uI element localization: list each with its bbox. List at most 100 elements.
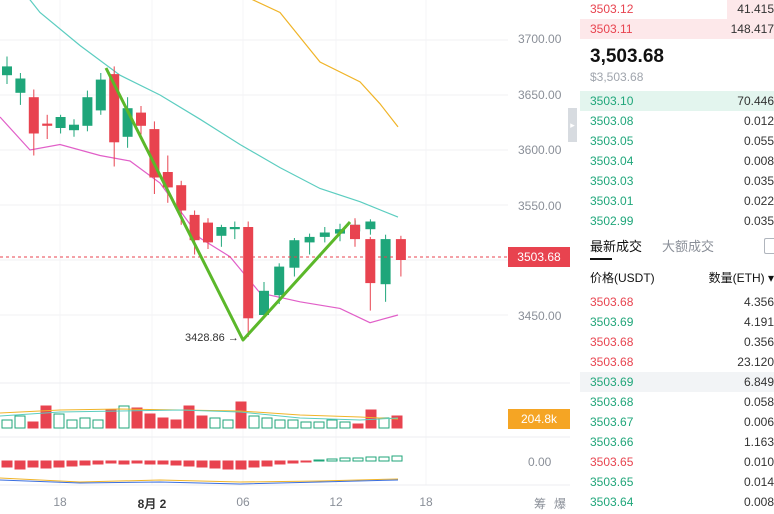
trade-row[interactable]: 3503.69 4.191 <box>580 312 774 332</box>
volume-bar <box>300 421 312 429</box>
candle-body <box>2 66 12 76</box>
candle-body <box>365 221 376 230</box>
price-tick: 3650.00 <box>518 88 562 102</box>
row-price: 3503.66 <box>590 435 634 449</box>
volume-bar <box>326 419 338 429</box>
tab-latest-trades[interactable]: 最新成交 <box>590 239 643 254</box>
volume-bar <box>391 415 403 429</box>
liquidation-icon[interactable]: 爆 <box>554 497 567 511</box>
macd-zero-label: 0.00 <box>528 455 552 469</box>
row-qty: 0.035 <box>743 174 774 188</box>
macd-bar <box>235 460 247 470</box>
depth-bar <box>580 19 774 39</box>
drawn-trendline <box>104 67 352 342</box>
row-qty: 0.356 <box>743 335 774 349</box>
row-price: 3503.69 <box>590 375 634 389</box>
candlestick-chart[interactable] <box>0 0 570 514</box>
bid-row[interactable]: 3503.10 70.446 <box>580 91 774 111</box>
trade-row[interactable]: 3503.68 0.356 <box>580 332 774 352</box>
volume-bar <box>339 421 351 429</box>
trade-row[interactable]: 3503.66 1.163 <box>580 432 774 452</box>
time-tick: 06 <box>236 495 250 509</box>
volume-bar <box>53 413 65 429</box>
price-tick: 3450.00 <box>518 309 562 323</box>
bid-row[interactable]: 3503.04 0.008 <box>580 151 774 171</box>
trade-row[interactable]: 3503.64 0.008 <box>580 492 774 512</box>
row-price: 3503.04 <box>590 154 634 168</box>
candle-body <box>149 129 160 178</box>
trade-row[interactable]: 3503.65 0.010 <box>580 452 774 472</box>
row-qty: 148.417 <box>730 22 774 36</box>
macd-bar <box>92 460 104 465</box>
candle-body <box>122 108 133 137</box>
trade-row[interactable]: 3503.69 6.849 <box>580 372 774 392</box>
macd-bar <box>248 460 260 468</box>
row-qty: 0.010 <box>743 455 774 469</box>
trade-row[interactable]: 3503.68 0.058 <box>580 392 774 412</box>
macd-bar <box>391 455 403 462</box>
volume-bar <box>27 421 39 429</box>
trade-row[interactable]: 3503.67 0.006 <box>580 412 774 432</box>
row-price: 3503.12 <box>590 2 634 16</box>
bid-row[interactable]: 3503.01 0.022 <box>580 191 774 211</box>
ma-line-pink <box>0 116 399 324</box>
more-tabs-button[interactable] <box>764 238 774 254</box>
trade-row[interactable]: 3503.65 0.014 <box>580 472 774 492</box>
macd-bar <box>157 460 169 465</box>
volume-bar <box>105 409 117 429</box>
candle-body <box>365 239 376 284</box>
candle-body <box>274 266 285 296</box>
candle-body <box>95 79 106 111</box>
macd-bar <box>1 460 13 468</box>
volume-bar <box>118 405 130 429</box>
volume-bar <box>313 421 325 429</box>
price-chart-panel[interactable]: 3700.00 3650.00 3600.00 3550.00 3450.00 … <box>0 0 570 514</box>
volume-bar <box>79 417 91 429</box>
column-qty-label: 数量(ETH) <box>708 271 765 285</box>
candle-body <box>42 123 53 126</box>
candle-body <box>380 239 391 285</box>
tab-large-trades[interactable]: 大额成交 <box>662 239 715 254</box>
macd-bar <box>313 459 325 462</box>
bid-row[interactable]: 3503.05 0.055 <box>580 131 774 151</box>
macd-bar <box>209 460 221 469</box>
row-qty: 0.035 <box>743 214 774 228</box>
bid-row[interactable]: 3503.08 0.012 <box>580 111 774 131</box>
column-qty[interactable]: 数量(ETH) ▾ <box>709 269 774 286</box>
row-qty: 1.163 <box>743 435 774 449</box>
macd-bar <box>365 456 377 462</box>
last-price: 3,503.68 <box>590 46 664 67</box>
macd-signal-line <box>0 477 399 483</box>
volume-bar <box>222 419 234 429</box>
volume-bar <box>1 419 13 429</box>
macd-bar <box>352 457 364 462</box>
volume-ma-cyan <box>0 409 399 421</box>
collapse-panel-button[interactable]: ▸ <box>568 108 577 142</box>
ma-line-cyan <box>29 0 399 218</box>
trade-row[interactable]: 3503.68 4.356 <box>580 292 774 312</box>
low-price-annotation: 3428.86 → <box>185 332 239 344</box>
candle-body <box>289 240 300 268</box>
bid-row[interactable]: 3502.99 0.035 <box>580 211 774 231</box>
time-tick: 18 <box>419 495 433 509</box>
trade-row[interactable]: 3503.68 23.120 <box>580 352 774 372</box>
volume-bar <box>40 405 52 429</box>
candle-body <box>350 224 360 240</box>
macd-bar <box>261 460 273 467</box>
candle-body <box>216 227 227 236</box>
volume-bar <box>157 417 169 429</box>
bid-row[interactable]: 3503.03 0.035 <box>580 171 774 191</box>
row-price: 3503.10 <box>590 94 634 108</box>
row-price: 3503.11 <box>590 22 633 36</box>
ask-row[interactable]: 3503.11 148.417 <box>580 19 774 39</box>
macd-bar <box>79 460 91 466</box>
volume-bar <box>235 401 247 429</box>
volume-bar <box>196 415 208 429</box>
macd-bar <box>14 460 26 470</box>
chip-distribution-icon[interactable]: 筹 <box>534 497 547 511</box>
macd-bar <box>326 458 338 462</box>
candle-body <box>259 290 269 315</box>
row-price: 3503.05 <box>590 134 634 148</box>
price-tick: 3700.00 <box>518 32 562 46</box>
ask-row[interactable]: 3503.12 41.415 <box>580 0 774 19</box>
